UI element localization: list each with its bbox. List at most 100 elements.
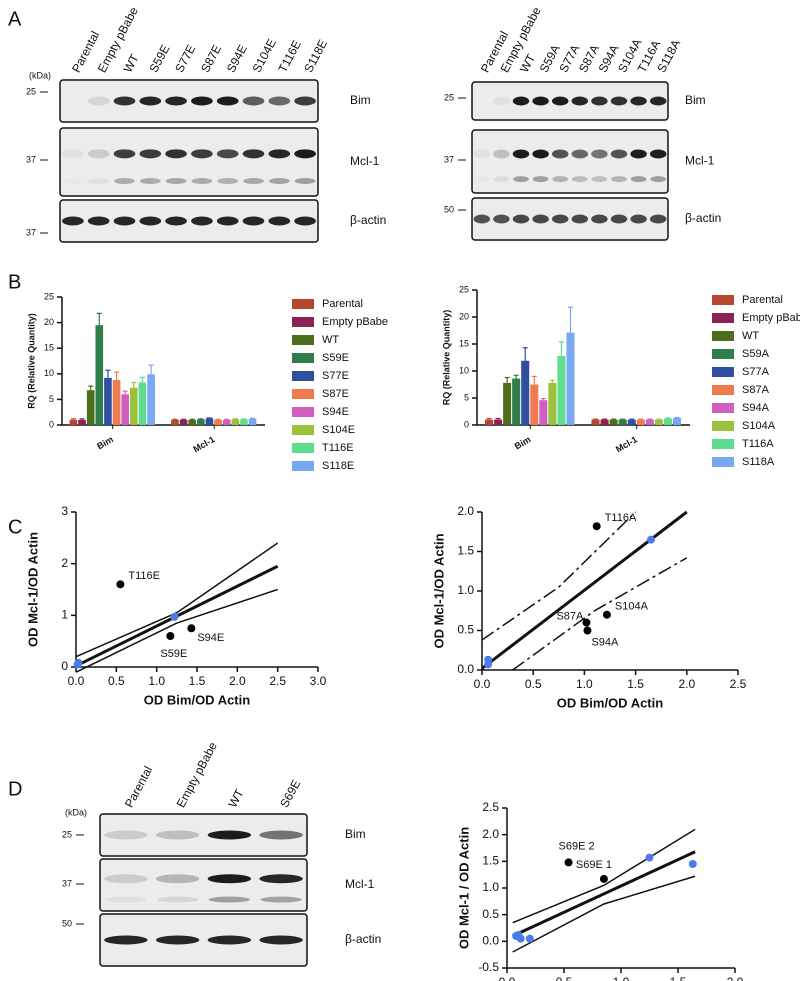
legend-swatch [712, 385, 734, 395]
x-tick-label: 0.5 [108, 674, 125, 688]
band [552, 176, 569, 183]
band [139, 216, 162, 226]
legend-swatch [292, 371, 314, 381]
x-tick-label: 0.0 [68, 674, 85, 688]
band [591, 96, 608, 106]
x-tick-label: 2.5 [269, 674, 286, 688]
legend-label: T116E [322, 442, 354, 454]
band [242, 149, 265, 159]
blot-frame [471, 81, 669, 121]
y-tick-label: 10 [459, 365, 469, 375]
bar [69, 419, 78, 425]
y-tick-label: 5 [464, 392, 469, 402]
band [191, 216, 213, 226]
band [611, 176, 627, 183]
band [87, 96, 110, 106]
legend-swatch [292, 425, 314, 435]
band [591, 214, 608, 224]
lane-label: S59E [146, 42, 172, 74]
error-bar [486, 417, 492, 420]
band [165, 216, 187, 226]
band [512, 96, 530, 106]
error-bar [181, 418, 187, 420]
point-label: S69E 1 [576, 859, 612, 871]
band [216, 216, 239, 226]
band [493, 214, 510, 224]
band [493, 96, 510, 106]
band [610, 96, 628, 106]
x-axis-label: OD Bim/OD Actin [557, 695, 663, 710]
error-bar [122, 390, 128, 395]
band [216, 149, 239, 159]
kda-label: 37 [62, 878, 72, 888]
fit-line [75, 542, 279, 658]
bar [609, 419, 618, 425]
fit-line [512, 828, 696, 924]
lane-label: Parental [122, 764, 155, 810]
band [114, 178, 135, 185]
band [155, 874, 200, 884]
legend-swatch [712, 349, 734, 359]
x-tick-label: 2.0 [229, 674, 246, 688]
legend-label: Empty pBabe [742, 312, 800, 324]
bar [512, 378, 521, 425]
x-tick-label: 0.5 [525, 677, 542, 691]
blot-frame [471, 129, 669, 194]
error-bar [558, 341, 564, 356]
bar [539, 400, 548, 425]
error-bar [70, 418, 76, 420]
error-bar [504, 376, 510, 383]
legend-swatch [292, 317, 314, 327]
lane-label: S94E [224, 42, 250, 74]
error-bar [602, 418, 608, 420]
point-label: S69E 2 [559, 840, 595, 852]
error-bar [620, 418, 626, 420]
bar [240, 419, 248, 425]
error-bar [593, 418, 599, 420]
band [591, 176, 608, 183]
band [191, 149, 213, 159]
panel-label: C [8, 516, 22, 538]
fit-line [512, 557, 688, 671]
band [493, 176, 510, 183]
legend-label: S94A [742, 402, 770, 414]
legend-label: Parental [322, 298, 363, 310]
y-tick-label: 5 [49, 394, 54, 404]
band [139, 178, 161, 185]
bar [78, 419, 86, 425]
error-bar [79, 418, 85, 420]
band [207, 830, 252, 840]
y-tick-label: 20 [459, 311, 469, 321]
band [139, 149, 162, 159]
lane-label: S104E [250, 37, 279, 75]
band [87, 216, 110, 226]
x-tick-label: 2.0 [727, 975, 744, 981]
x-tick-label: 1.5 [670, 975, 687, 981]
bar [222, 419, 231, 425]
y-tick-label: 2.0 [457, 504, 474, 518]
kda-label: 25 [26, 86, 36, 96]
protein-label: Mcl-1 [345, 877, 375, 891]
y-tick-label: 0.0 [482, 934, 499, 948]
data-point [564, 858, 573, 867]
band [630, 149, 647, 159]
band [259, 874, 303, 884]
band [217, 178, 239, 185]
band [630, 214, 647, 224]
band [571, 149, 589, 159]
band [104, 830, 148, 840]
bar [214, 419, 222, 425]
data-point [599, 874, 608, 883]
error-bar [567, 306, 573, 333]
band [216, 96, 239, 106]
band [259, 830, 303, 840]
band [473, 149, 491, 159]
band [294, 216, 316, 226]
bar [494, 419, 503, 425]
y-axis-label: RQ (Relative Quantity) [26, 313, 36, 409]
panel-label: D [8, 778, 22, 800]
band [259, 935, 303, 945]
y-tick-label: 1 [61, 608, 68, 622]
band [208, 896, 251, 903]
